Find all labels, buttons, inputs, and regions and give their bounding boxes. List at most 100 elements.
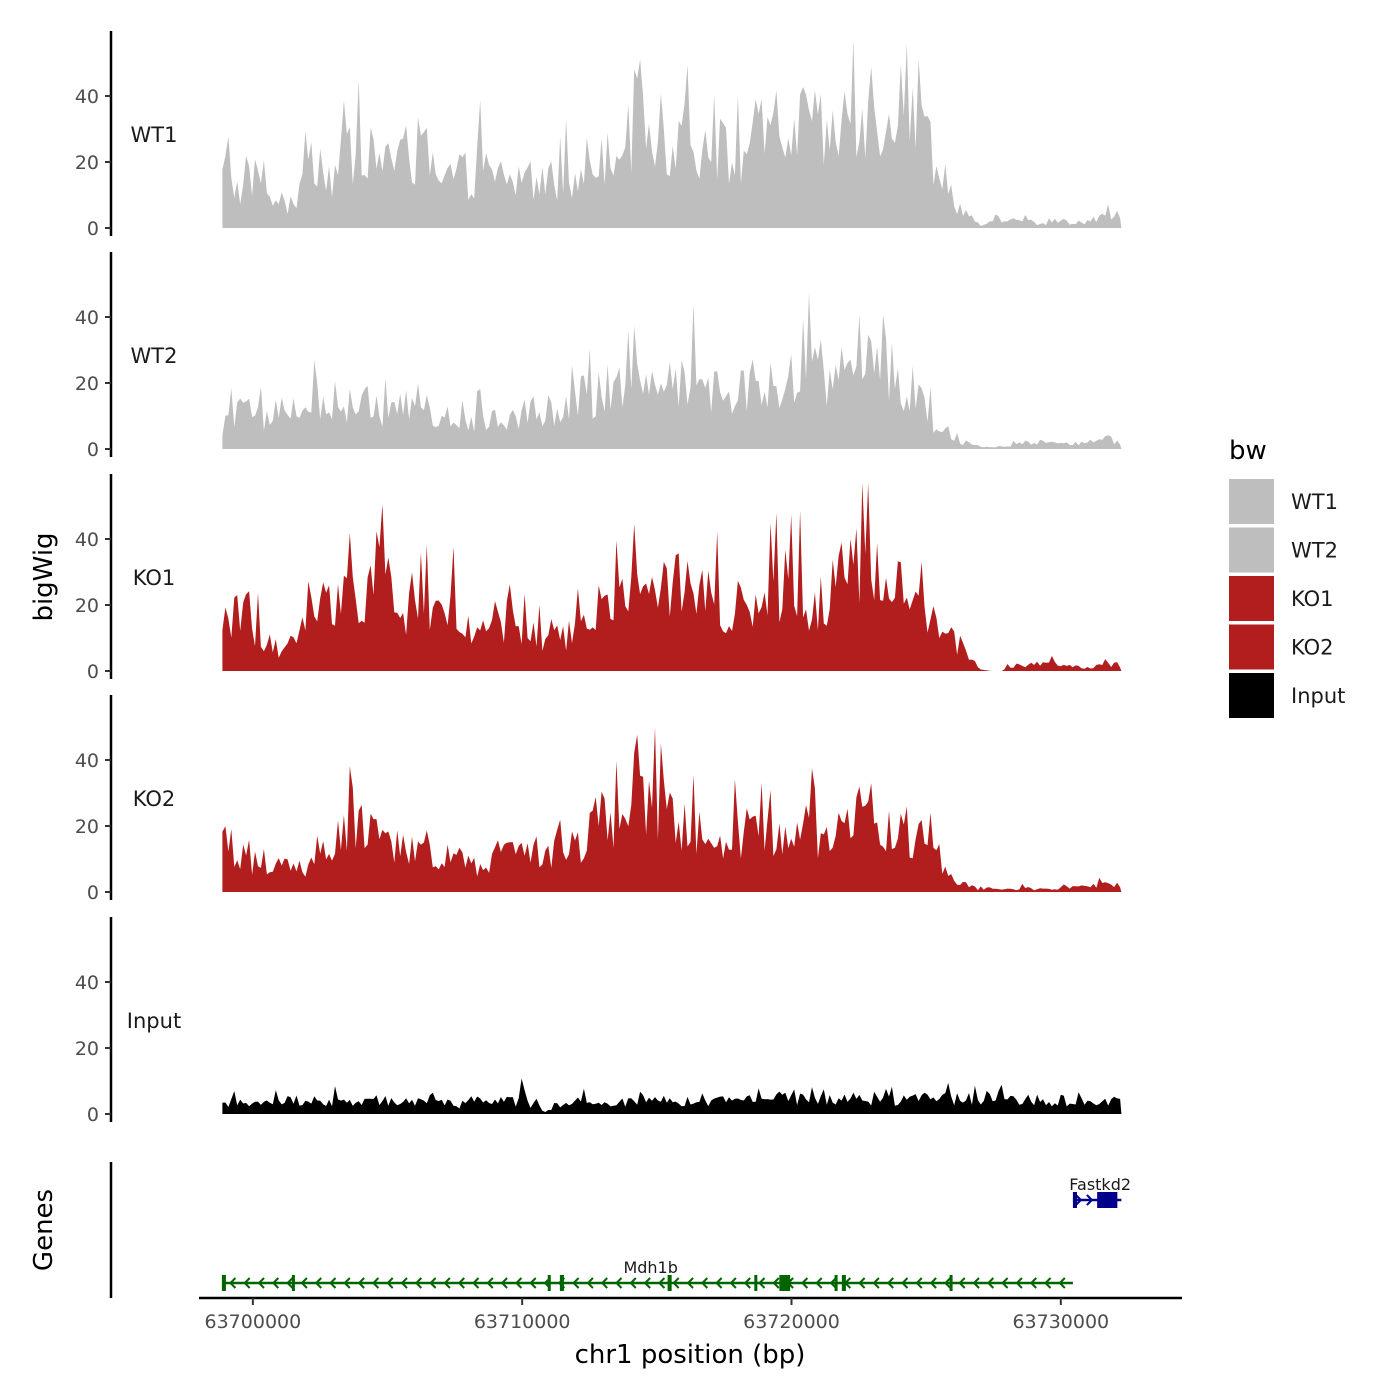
strand-arrow bbox=[972, 1277, 980, 1289]
track-wt2: 0 20 40 WT2 bbox=[75, 252, 1122, 461]
strand-arrow bbox=[457, 1277, 465, 1289]
strand-arrow bbox=[643, 1277, 651, 1289]
strand-arrow bbox=[858, 1277, 866, 1289]
x-tick-label: 63730000 bbox=[1012, 1311, 1109, 1333]
y-tick-label: 20 bbox=[75, 595, 99, 617]
strand-arrow bbox=[500, 1277, 508, 1289]
gene-label-mdh1b: Mdh1b bbox=[623, 1258, 677, 1277]
y-tick-label: 40 bbox=[75, 750, 99, 772]
exon bbox=[841, 1275, 846, 1291]
coverage-area-ko1 bbox=[222, 482, 1122, 671]
genes-track: Genes Mdh1b Fastkd2 bbox=[29, 1162, 1131, 1298]
strand-arrow bbox=[829, 1277, 837, 1289]
legend-swatch-input bbox=[1229, 673, 1274, 718]
strand-arrow bbox=[915, 1277, 923, 1289]
strand-arrow bbox=[400, 1277, 408, 1289]
strand-arrow bbox=[743, 1277, 751, 1289]
legend-label-ko1: KO1 bbox=[1291, 587, 1334, 611]
strand-arrow bbox=[329, 1277, 337, 1289]
track-label-wt1: WT1 bbox=[131, 123, 178, 147]
y-tick-label: 40 bbox=[75, 972, 99, 994]
exon bbox=[1072, 1192, 1077, 1208]
coverage-area-input bbox=[222, 1078, 1122, 1114]
strand-arrow bbox=[729, 1277, 737, 1289]
y-tick-label: 0 bbox=[87, 882, 99, 904]
x-axis-title: chr1 position (bp) bbox=[575, 1340, 806, 1370]
strand-arrow bbox=[486, 1277, 494, 1289]
x-axis: 63700000 63710000 63720000 63730000 bbox=[199, 1296, 1182, 1333]
legend-swatch-wt1 bbox=[1229, 479, 1274, 524]
strand-arrow bbox=[572, 1277, 580, 1289]
exon bbox=[547, 1275, 551, 1291]
legend-label-wt2: WT2 bbox=[1291, 539, 1338, 563]
track-label-wt2: WT2 bbox=[131, 344, 178, 368]
strand-arrow bbox=[271, 1277, 280, 1289]
y-tick-label: 40 bbox=[75, 86, 99, 108]
strand-arrow bbox=[1086, 1194, 1094, 1206]
strand-arrow bbox=[672, 1277, 680, 1289]
y-tick-label: 0 bbox=[87, 439, 99, 461]
track-ko2: 0 20 40 KO2 bbox=[75, 695, 1122, 904]
strand-arrow bbox=[1075, 1194, 1083, 1206]
legend-swatch-wt2 bbox=[1229, 527, 1274, 573]
strand-arrow bbox=[1044, 1277, 1052, 1289]
strand-arrow bbox=[715, 1277, 723, 1289]
strand-arrow bbox=[257, 1277, 265, 1289]
strand-arrow bbox=[414, 1277, 423, 1289]
exon bbox=[667, 1275, 672, 1291]
track-wt1: 0 20 40 WT1 bbox=[75, 31, 1122, 240]
strand-arrow bbox=[357, 1277, 365, 1289]
strand-arrow bbox=[658, 1277, 666, 1289]
coverage-area-ko2 bbox=[222, 727, 1122, 892]
track-label-ko1: KO1 bbox=[133, 566, 176, 590]
strand-arrow bbox=[529, 1277, 537, 1289]
strand-arrow bbox=[600, 1277, 608, 1289]
strand-arrow bbox=[886, 1277, 894, 1289]
strand-arrow bbox=[386, 1277, 394, 1289]
coverage-area-wt2 bbox=[222, 293, 1122, 449]
y-tick-label: 0 bbox=[87, 661, 99, 683]
exon bbox=[779, 1275, 791, 1291]
y-tick-label: 20 bbox=[75, 1038, 99, 1060]
strand-arrow bbox=[986, 1277, 995, 1289]
y-tick-label: 0 bbox=[87, 1104, 99, 1126]
strand-arrow bbox=[229, 1277, 237, 1289]
strand-arrow bbox=[314, 1277, 322, 1289]
track-label-ko2: KO2 bbox=[133, 787, 176, 811]
strand-arrow bbox=[286, 1277, 294, 1289]
strand-arrow bbox=[429, 1277, 437, 1289]
legend-label-wt1: WT1 bbox=[1291, 490, 1338, 514]
strand-arrow bbox=[515, 1277, 523, 1289]
gene-mdh1b: Mdh1b bbox=[221, 1258, 1073, 1291]
strand-arrow bbox=[929, 1277, 937, 1289]
x-tick-label: 63710000 bbox=[474, 1311, 571, 1333]
exon bbox=[1097, 1192, 1118, 1208]
strand-arrow bbox=[586, 1277, 594, 1289]
strand-arrow bbox=[958, 1277, 966, 1289]
legend-swatch-ko1 bbox=[1229, 576, 1274, 621]
signal-tracks: 0 20 40 WT1 0 20 40 WT2 0 20 40 KO1 0 20 40 KO2 0 20 40 Inp… bbox=[75, 31, 1122, 1126]
legend-swatch-ko2 bbox=[1229, 624, 1274, 670]
strand-arrow bbox=[343, 1277, 351, 1289]
legend-label-ko2: KO2 bbox=[1291, 636, 1334, 660]
strand-arrow bbox=[815, 1277, 823, 1289]
exon bbox=[559, 1275, 564, 1291]
legend-title: bw bbox=[1229, 436, 1267, 466]
track-label-input: Input bbox=[127, 1009, 181, 1033]
y-tick-label: 0 bbox=[87, 218, 99, 240]
strand-arrow bbox=[700, 1277, 709, 1289]
strand-arrow bbox=[472, 1277, 480, 1289]
strand-arrow bbox=[944, 1277, 952, 1289]
y-tick-label: 20 bbox=[75, 816, 99, 838]
y-tick-label: 40 bbox=[75, 307, 99, 329]
exon bbox=[291, 1275, 295, 1291]
track-input: 0 20 40 Input bbox=[75, 917, 1122, 1126]
strand-arrow bbox=[1058, 1277, 1066, 1289]
exon bbox=[221, 1275, 226, 1291]
strand-arrow bbox=[758, 1277, 766, 1289]
y-tick-label: 20 bbox=[75, 152, 99, 174]
gene-fastkd2: Fastkd2 bbox=[1069, 1175, 1131, 1208]
legend: bw WT1 WT2 KO1 KO2 Input bbox=[1229, 436, 1345, 718]
strand-arrow bbox=[686, 1277, 694, 1289]
